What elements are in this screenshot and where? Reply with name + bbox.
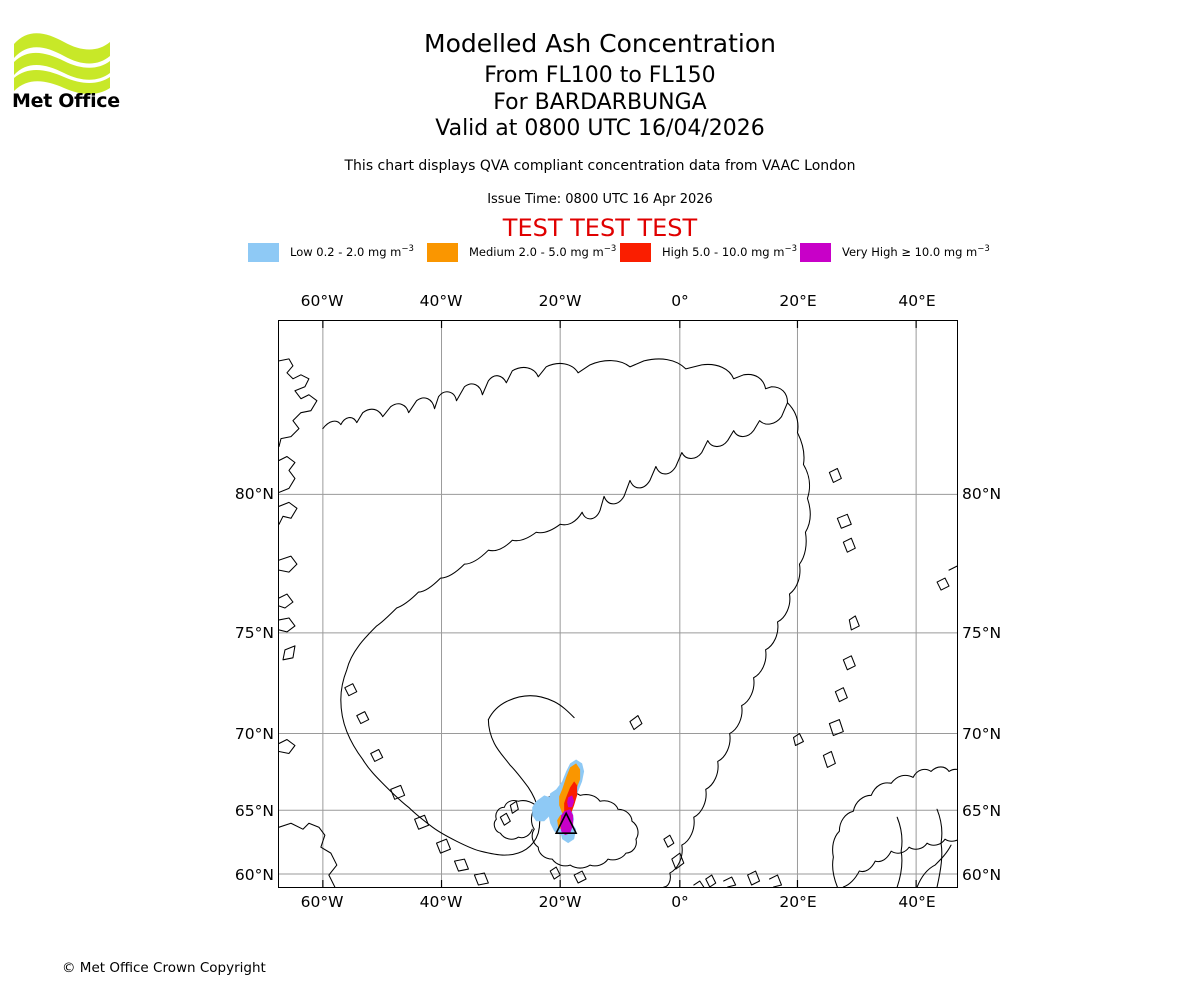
latitude-tick-label-right-2: 70°N [962, 725, 1002, 743]
latitude-tick-label-right-1: 75°N [962, 624, 1002, 642]
legend-swatch-2 [620, 242, 651, 262]
volcano-marker-icon [554, 811, 578, 834]
copyright-notice: © Met Office Crown Copyright [62, 960, 266, 976]
ash-plume-overlay [532, 759, 585, 844]
latitude-tick-label-right-3: 65°N [962, 802, 1002, 820]
legend-item-0: Low 0.2 - 2.0 mg m−3 [248, 240, 414, 264]
legend-item-2: High 5.0 - 10.0 mg m−3 [620, 240, 797, 264]
legend-label-2: High 5.0 - 10.0 mg m−3 [662, 244, 797, 259]
longitude-tick-label-bottom-5: 40°E [898, 893, 936, 911]
longitude-tick-label-bottom-4: 20°E [779, 893, 817, 911]
legend-swatch-1 [427, 242, 458, 262]
met-office-logo-text: Met Office [12, 90, 120, 112]
legend-swatch-3 [800, 242, 831, 262]
concentration-legend: Low 0.2 - 2.0 mg m−3 Medium 2.0 - 5.0 mg … [0, 240, 1200, 264]
flight-level-range: From FL100 to FL150 [484, 63, 716, 88]
latitude-tick-label-left-3: 65°N [234, 802, 274, 820]
legend-label-3: Very High ≥ 10.0 mg m−3 [842, 244, 990, 259]
legend-swatch-0 [248, 242, 279, 262]
longitude-tick-label-bottom-3: 0° [671, 893, 689, 911]
ash-band-low-west-lobe [532, 795, 553, 822]
met-office-logo [12, 26, 122, 116]
map-svg [279, 321, 957, 887]
latitude-tick-label-left-0: 80°N [234, 485, 274, 503]
valid-time: Valid at 0800 UTC 16/04/2026 [435, 116, 765, 141]
qva-note: This chart displays QVA compliant concen… [344, 158, 856, 174]
test-banner: TEST TEST TEST [502, 214, 698, 242]
map-plot-area [278, 320, 958, 888]
latitude-tick-label-right-4: 60°N [962, 866, 1002, 884]
ash-band-very-high [560, 809, 574, 836]
page-title: Modelled Ash Concentration [424, 29, 776, 58]
latitude-tick-label-left-2: 70°N [234, 725, 274, 743]
longitude-tick-label-top-4: 20°E [779, 292, 817, 310]
longitude-tick-label-top-0: 60°W [300, 292, 344, 310]
latitude-tick-label-left-1: 75°N [234, 624, 274, 642]
coastlines [279, 358, 957, 887]
longitude-tick-label-bottom-2: 20°W [538, 893, 582, 911]
legend-label-0: Low 0.2 - 2.0 mg m−3 [290, 244, 414, 259]
longitude-tick-label-top-1: 40°W [419, 292, 463, 310]
volcano-name: For BARDARBUNGA [493, 90, 707, 115]
longitude-tick-label-bottom-1: 40°W [419, 893, 463, 911]
issue-time: Issue Time: 0800 UTC 16 Apr 2026 [487, 192, 713, 207]
longitude-tick-label-top-5: 40°E [898, 292, 936, 310]
longitude-tick-label-bottom-0: 60°W [300, 893, 344, 911]
legend-label-1: Medium 2.0 - 5.0 mg m−3 [469, 244, 617, 259]
latitude-tick-label-right-0: 80°N [962, 485, 1002, 503]
longitude-tick-label-top-2: 20°W [538, 292, 582, 310]
frame-ticks [322, 321, 917, 887]
graticule-lines [279, 321, 957, 887]
met-office-wave-mark [14, 33, 110, 94]
legend-item-3: Very High ≥ 10.0 mg m−3 [800, 240, 990, 264]
latitude-tick-label-left-4: 60°N [234, 866, 274, 884]
ash-band-very-high-upper [567, 795, 575, 808]
longitude-tick-label-top-3: 0° [671, 292, 689, 310]
legend-item-1: Medium 2.0 - 5.0 mg m−3 [427, 240, 616, 264]
